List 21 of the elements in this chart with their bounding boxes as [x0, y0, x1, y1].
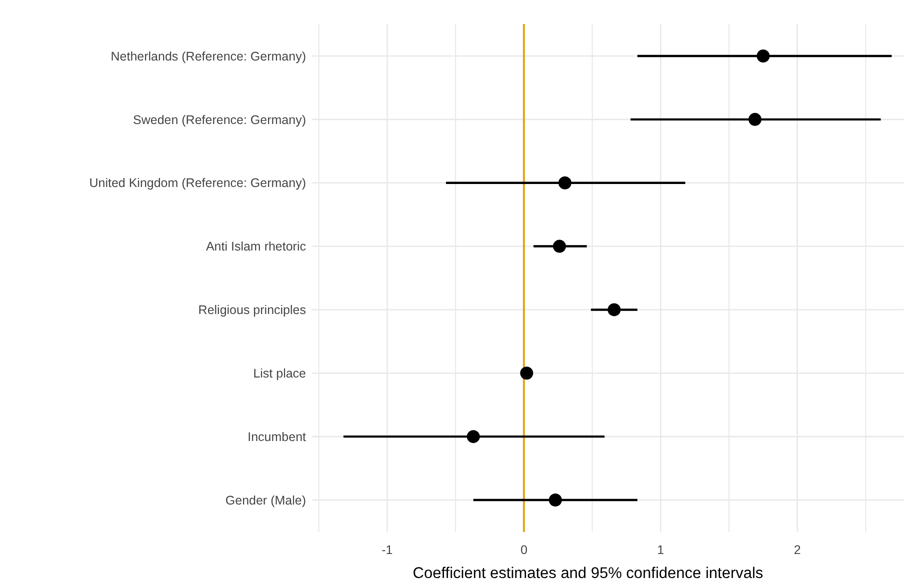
y-tick-label: Incumbent	[248, 430, 307, 444]
x-tick-label: 1	[657, 543, 664, 557]
y-tick-label: Religious principles	[198, 303, 306, 318]
point	[608, 303, 621, 316]
y-tick-label: United Kingdom (Reference: Germany)	[89, 176, 306, 190]
y-tick-label: Sweden (Reference: Germany)	[133, 112, 306, 127]
x-tick-label: 0	[520, 543, 528, 557]
y-tick-label: Gender (Male)	[225, 493, 306, 508]
point	[558, 176, 572, 190]
y-tick-label: Anti Islam rhetoric	[206, 240, 306, 254]
x-tick-label: 2	[794, 543, 801, 557]
point	[756, 50, 770, 62]
x-tick-label: -1	[382, 543, 393, 557]
y-tick-label: Netherlands (Reference: Germany)	[110, 49, 306, 64]
y-tick-label: List place	[253, 366, 306, 381]
point	[552, 240, 566, 253]
point	[748, 112, 762, 126]
point	[520, 366, 534, 380]
x-axis-title: Coefficient estimates and 95% confidence intervals	[412, 565, 764, 582]
point	[466, 430, 480, 444]
point	[548, 494, 562, 506]
